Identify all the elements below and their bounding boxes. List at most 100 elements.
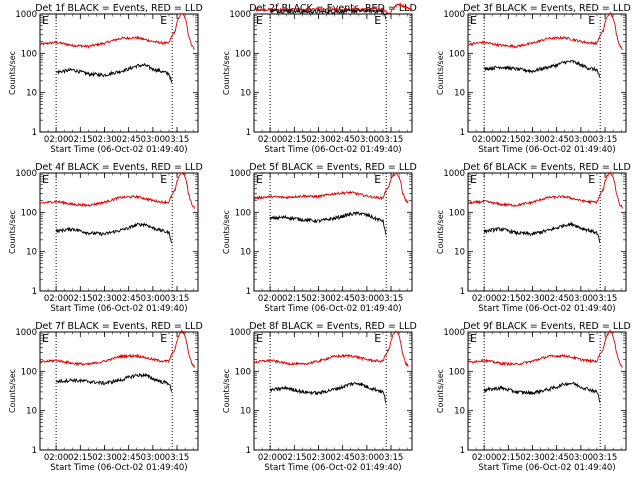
x-tick-label: 02:00 (472, 453, 497, 463)
panel-title: Det 8f BLACK = Events, RED = LLD (249, 321, 417, 332)
x-tick-label: 02:45 (330, 135, 355, 145)
x-axis-label: Start Time (06-Oct-02 01:49:40) (50, 463, 187, 473)
x-tick-label: 02:45 (544, 135, 569, 145)
x-tick-label: 03:15 (165, 453, 190, 463)
y-tick-label: 1000 (443, 328, 465, 338)
x-tick-label: 02:00 (258, 453, 283, 463)
x-tick-label: 02:30 (520, 135, 545, 145)
y-tick-label: 10 (240, 248, 251, 258)
y-tick-label: 1 (32, 128, 37, 138)
series-lld (39, 12, 195, 50)
panel-title: Det 3f BLACK = Events, RED = LLD (463, 3, 631, 14)
x-tick-label: 02:00 (258, 294, 283, 304)
series-events (55, 62, 173, 83)
x-tick-label: 03:00 (355, 135, 380, 145)
x-axis-label: Start Time (06-Oct-02 01:49:40) (264, 463, 401, 473)
x-tick-label: 03:15 (379, 135, 404, 145)
x-tick-label: 02:00 (472, 294, 497, 304)
x-tick-label: 02:30 (520, 294, 545, 304)
x-axis-label: Start Time (06-Oct-02 01:49:40) (50, 304, 187, 314)
x-tick-label: 03:15 (379, 294, 404, 304)
x-tick-label: 03:15 (379, 453, 404, 463)
x-tick-label: 02:15 (282, 294, 307, 304)
series-lld (39, 329, 196, 368)
x-tick-label: 02:15 (282, 453, 307, 463)
panel-det-5: Det 5f BLACK = Events, RED = LLD 1 10 100 10… (222, 162, 417, 314)
x-tick-label: 03:15 (593, 294, 618, 304)
x-tick-label: 03:00 (569, 294, 594, 304)
x-tick-label: 02:00 (44, 294, 69, 304)
corner-label-right: E (588, 14, 595, 27)
series-lld (467, 11, 623, 51)
corner-label-left: E (470, 332, 477, 345)
y-tick-label: 1 (460, 128, 465, 138)
y-tick-label: 1000 (15, 169, 37, 179)
x-tick-label: 02:15 (496, 294, 521, 304)
y-tick-label: 1000 (229, 328, 251, 338)
y-tick-label: 10 (454, 407, 465, 417)
y-tick-label: 1000 (15, 10, 37, 20)
y-tick-label: 100 (235, 208, 251, 218)
x-tick-label: 03:00 (355, 294, 380, 304)
plot-frame (39, 13, 199, 133)
plot-frame (253, 172, 413, 292)
series-events (483, 381, 601, 403)
series-events (269, 381, 387, 403)
x-axis-label: Start Time (06-Oct-02 01:49:40) (264, 304, 401, 314)
corner-label-right: E (374, 332, 381, 345)
series-lld (39, 171, 196, 209)
panel-title: Det 6f BLACK = Events, RED = LLD (463, 162, 631, 173)
x-tick-label: 02:45 (116, 135, 141, 145)
corner-label-left: E (470, 14, 477, 27)
series-events (269, 211, 387, 235)
y-tick-label: 100 (449, 49, 465, 59)
x-tick-label: 02:45 (544, 453, 569, 463)
series-events (55, 222, 173, 244)
y-axis-label: Counts/sec (222, 210, 231, 254)
y-tick-label: 1 (246, 128, 251, 138)
x-axis-label: Start Time (06-Oct-02 01:49:40) (478, 463, 615, 473)
y-tick-label: 1 (460, 446, 465, 456)
corner-label-right: E (160, 332, 167, 345)
x-tick-label: 02:45 (330, 294, 355, 304)
panel-det-7: Det 7f BLACK = Events, RED = LLD 1 10 100 10… (8, 321, 203, 473)
panel-det-3: Det 3f BLACK = Events, RED = LLD 1 10 100 10… (436, 3, 631, 155)
panel-det-9: Det 9f BLACK = Events, RED = LLD 1 10 100 10… (436, 321, 631, 473)
y-tick-label: 100 (21, 367, 37, 377)
y-tick-label: 100 (449, 367, 465, 377)
y-tick-label: 100 (449, 208, 465, 218)
y-tick-label: 100 (235, 49, 251, 59)
x-tick-label: 03:15 (165, 294, 190, 304)
x-axis-label: Start Time (06-Oct-02 01:49:40) (478, 145, 615, 155)
corner-label-right: E (588, 332, 595, 345)
y-axis-label: Counts/sec (222, 51, 231, 95)
y-tick-label: 10 (26, 248, 37, 258)
x-tick-label: 03:00 (141, 453, 166, 463)
y-tick-label: 10 (454, 248, 465, 258)
plot-frame (467, 172, 627, 292)
x-tick-label: 02:00 (472, 135, 497, 145)
y-tick-label: 10 (240, 89, 251, 99)
corner-label-left: E (42, 14, 49, 27)
y-axis-label: Counts/sec (436, 210, 445, 254)
y-tick-label: 1 (460, 287, 465, 297)
y-axis-label: Counts/sec (8, 369, 17, 413)
y-axis-label: Counts/sec (222, 369, 231, 413)
series-lld (467, 329, 623, 368)
panel-title: Det 7f BLACK = Events, RED = LLD (35, 321, 203, 332)
panel-det-8: Det 8f BLACK = Events, RED = LLD 1 10 100 10… (222, 321, 417, 473)
corner-label-right: E (374, 14, 381, 27)
series-lld (467, 171, 624, 209)
corner-label-right: E (160, 173, 167, 186)
x-axis-label: Start Time (06-Oct-02 01:49:40) (264, 145, 401, 155)
y-axis-label: Counts/sec (8, 210, 17, 254)
corner-label-left: E (42, 332, 49, 345)
y-tick-label: 10 (454, 89, 465, 99)
series-events (269, 8, 387, 20)
y-tick-label: 1000 (443, 10, 465, 20)
y-axis-label: Counts/sec (8, 51, 17, 95)
y-tick-label: 10 (26, 89, 37, 99)
plot-frame (467, 13, 627, 133)
x-tick-label: 03:00 (569, 453, 594, 463)
y-tick-label: 1 (32, 287, 37, 297)
